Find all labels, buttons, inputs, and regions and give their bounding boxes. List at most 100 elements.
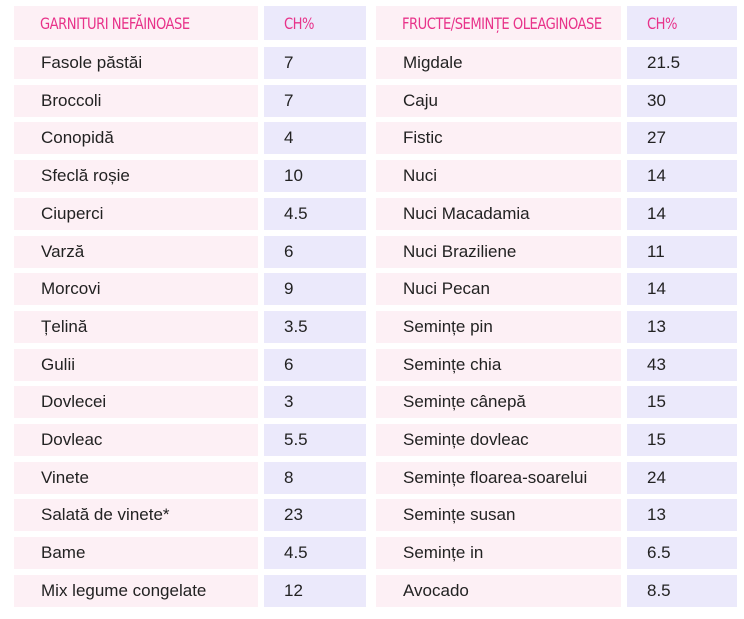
item-value: 15 (627, 386, 737, 419)
cell-text: GARNITURI NEFĂINOASE (40, 13, 190, 33)
item-value: 10 (264, 160, 366, 193)
cell-text: 15 (647, 392, 666, 412)
item-name: Morcovi (14, 273, 258, 306)
header-cell: CH% (264, 6, 366, 40)
cell-text: 8.5 (647, 580, 671, 600)
item-value: 6 (264, 235, 366, 268)
item-name: Semințe susan (376, 499, 621, 532)
cell-text: Semințe dovleac (403, 430, 529, 449)
cell-text: 13 (647, 316, 666, 336)
cell-text: Salată de vinete* (41, 505, 170, 525)
item-name: Broccoli (14, 84, 258, 117)
cell-text: Semințe floarea-soarelui (403, 467, 588, 487)
cell-text: 4 (284, 128, 294, 148)
cell-text: Broccoli (41, 90, 102, 110)
item-name: Semințe chia (376, 348, 621, 381)
item-name: Nuci Braziliene (376, 235, 621, 268)
cell-text: Bame (41, 543, 86, 563)
header-cell: CH% (627, 6, 737, 40)
item-name: Semințe in (376, 537, 621, 570)
cell-text: Conopidă (41, 128, 114, 148)
item-value: 12 (264, 574, 366, 607)
cell-text: Semințe susan (403, 505, 516, 525)
item-value: 4.5 (264, 197, 366, 230)
item-name: Varză (14, 235, 258, 268)
item-name: Nuci (376, 160, 621, 193)
item-name: Semințe pin (376, 310, 621, 343)
cell-text: 3.5 (284, 316, 308, 336)
cell-text: Nuci Braziliene (403, 241, 517, 261)
cell-text: Avocado (403, 580, 469, 600)
cell-text: Mix legume congelate (41, 580, 207, 600)
cell-text: 4.5 (284, 543, 308, 563)
item-value: 4.5 (264, 537, 366, 570)
cell-text: 11 (647, 241, 665, 261)
cell-text: Caju (403, 90, 438, 110)
cell-text: 23 (284, 505, 303, 525)
cell-text: 14 (647, 279, 666, 299)
item-value: 11 (627, 235, 737, 268)
cell-text: FRUCTE/SEMINȚE OLEAGINOASE (402, 13, 602, 33)
cell-text: Dovleac (41, 430, 103, 449)
cell-text: 12 (284, 580, 303, 600)
cell-text: 30 (647, 90, 666, 110)
item-name: Semințe floarea-soarelui (376, 461, 621, 494)
cell-text: Fasole păstăi (41, 53, 143, 72)
cell-text: Sfeclă roșie (41, 166, 130, 186)
item-value: 27 (627, 122, 737, 155)
item-value: 24 (627, 461, 737, 494)
item-name: Fasole păstăi (14, 47, 258, 79)
item-name: Nuci Macadamia (376, 197, 621, 230)
item-value: 14 (627, 273, 737, 306)
item-name: Dovlecei (14, 386, 258, 419)
cell-text: 24 (647, 467, 666, 487)
item-value: 7 (264, 84, 366, 117)
cell-text: Semințe chia (403, 354, 502, 374)
item-name: Nuci Pecan (376, 273, 621, 306)
cell-text: Semințe pin (403, 316, 493, 336)
cell-text: 7 (284, 53, 294, 72)
cell-text: 7 (284, 90, 294, 110)
item-value: 3 (264, 386, 366, 419)
cell-text: 43 (647, 354, 666, 374)
cell-text: Nuci (403, 166, 438, 186)
item-value: 5.5 (264, 424, 366, 456)
item-value: 15 (627, 424, 737, 456)
cell-text: Fistic (403, 128, 443, 148)
cell-text: 6.5 (647, 543, 671, 563)
cell-text: Țelină (41, 316, 88, 336)
item-name: Bame (14, 537, 258, 570)
cell-text: 3 (284, 392, 294, 412)
cell-text: Nuci Pecan (403, 279, 490, 299)
cell-text: 27 (647, 128, 666, 148)
cell-text: Semințe cânepă (403, 392, 526, 412)
cell-text: 8 (284, 467, 294, 487)
item-value: 4 (264, 122, 366, 155)
item-value: 13 (627, 499, 737, 532)
item-name: Semințe cânepă (376, 386, 621, 419)
cell-text: 9 (284, 279, 294, 299)
item-name: Fistic (376, 122, 621, 155)
cell-text: Varză (41, 241, 85, 261)
item-name: Gulii (14, 348, 258, 381)
item-value: 6.5 (627, 537, 737, 570)
item-name: Mix legume congelate (14, 574, 258, 607)
item-name: Caju (376, 84, 621, 117)
header-cell: FRUCTE/SEMINȚE OLEAGINOASE (376, 6, 621, 40)
cell-text: 6 (284, 241, 294, 261)
cell-text: Dovlecei (41, 392, 107, 412)
item-name: Salată de vinete* (14, 499, 258, 532)
item-value: 14 (627, 197, 737, 230)
header-cell: GARNITURI NEFĂINOASE (14, 6, 258, 40)
item-name: Semințe dovleac (376, 424, 621, 456)
cell-text: 4.5 (284, 203, 308, 223)
cell-text: 15 (647, 430, 666, 449)
item-value: 21.5 (627, 47, 737, 79)
cell-text: 14 (647, 203, 666, 223)
cell-text: Gulii (41, 354, 76, 374)
item-value: 14 (627, 160, 737, 193)
item-name: Sfeclă roșie (14, 160, 258, 193)
item-name: Dovleac (14, 424, 258, 456)
item-value: 13 (627, 310, 737, 343)
